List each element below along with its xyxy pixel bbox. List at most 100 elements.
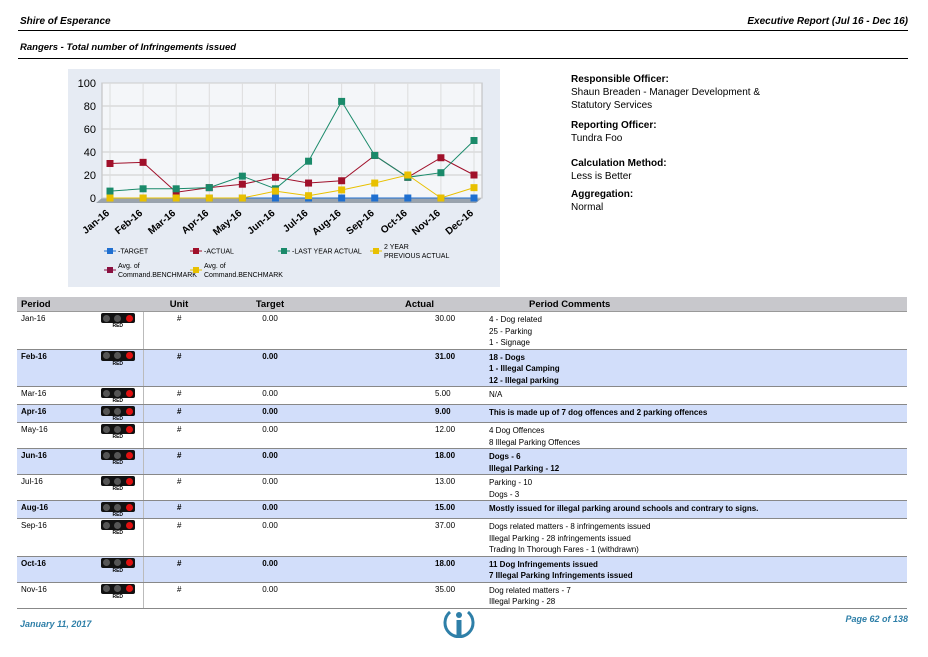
- status-text: RED: [112, 323, 124, 329]
- unit-cell: #: [143, 500, 215, 519]
- legend-label: PREVIOUS ACTUAL: [384, 253, 449, 260]
- comment-line: Illegal Parking - 12: [489, 463, 560, 473]
- target-cell: 0.00: [215, 556, 325, 583]
- data-point: [470, 194, 478, 202]
- data-point: [470, 171, 478, 179]
- y-tick-label: 100: [78, 78, 96, 90]
- table-row: Jun-16 RED #0.00 18.00 Dogs - 6 Illegal Parki…: [17, 448, 907, 475]
- traffic-light-icon: RED: [100, 406, 135, 422]
- unit-cell: #: [143, 518, 215, 557]
- data-point: [205, 194, 213, 202]
- traffic-light-icon: RED: [100, 313, 135, 329]
- data-point: [238, 180, 246, 188]
- legend-label: -LAST YEAR ACTUAL: [292, 249, 362, 256]
- legend-label: Command.BENCHMARK: [118, 272, 197, 279]
- comments-cell: Parking - 10 Dogs - 3: [485, 474, 907, 501]
- unit-cell: #: [143, 582, 215, 609]
- period-cell: Feb-16: [17, 349, 93, 387]
- unit-cell: #: [143, 349, 215, 387]
- reporting-officer-label: Reporting Officer:: [571, 120, 657, 131]
- table-body: Jan-16 RED #0.00 30.00 4 - Dog related 25 - P…: [17, 311, 907, 609]
- legend-label: Command.BENCHMARK: [204, 272, 283, 279]
- unit-cell: #: [143, 404, 215, 423]
- comment-line: Parking - 10: [489, 478, 533, 487]
- actual-cell: 9.00: [325, 404, 485, 423]
- legend-marker: [107, 248, 113, 254]
- comments-cell: Dogs related matters - 8 infringements i…: [485, 518, 907, 557]
- period-cell: Oct-16: [17, 556, 93, 583]
- status-text: RED: [112, 416, 124, 422]
- target-cell: 0.00: [215, 422, 325, 449]
- actual-cell: 5.00: [325, 386, 485, 405]
- traffic-light-icon: RED: [100, 557, 135, 574]
- plot-area: [101, 82, 483, 199]
- unit-cell: #: [143, 448, 215, 475]
- comment-line: Dogs - 6: [489, 452, 521, 461]
- actual-cell: 12.00: [325, 422, 485, 449]
- legend-marker: [193, 248, 199, 254]
- comments-cell: Dog related matters - 7 Illegal Parking -…: [485, 582, 907, 609]
- legend-label: -ACTUAL: [204, 249, 234, 256]
- comment-line: 1 - Illegal Camping: [489, 364, 560, 373]
- period-cell: Jan-16: [17, 311, 93, 350]
- y-tick-label: 80: [84, 101, 96, 113]
- traffic-light-icon: RED: [100, 520, 135, 536]
- data-point: [106, 194, 114, 202]
- data-point: [470, 137, 478, 144]
- table-header-row: Period Unit Target Actual Period Comment…: [17, 297, 907, 312]
- comments-cell: N/A: [485, 386, 907, 405]
- legend-label: Avg. of: [118, 263, 140, 270]
- data-point: [238, 172, 246, 180]
- comment-line: Dogs - 3: [489, 489, 520, 499]
- comment-line: 4 Dog Offences: [489, 426, 545, 435]
- status-cell: RED: [93, 311, 144, 350]
- data-point: [305, 192, 313, 200]
- status-text: RED: [112, 434, 124, 440]
- info-panel: Responsible Officer: Shaun Breaden - Man…: [571, 73, 871, 221]
- data-point: [338, 186, 346, 194]
- data-point: [172, 185, 180, 193]
- comments-cell: This is made up of 7 dog offences and 2 …: [485, 404, 907, 423]
- period-cell: Mar-16: [17, 386, 93, 405]
- data-point: [338, 194, 346, 202]
- comment-line: 8 Illegal Parking Offences: [489, 437, 581, 447]
- y-tick-label: 60: [84, 124, 96, 136]
- series-line: [109, 154, 475, 193]
- comments-cell: 4 Dog Offences 8 Illegal Parking Offences: [485, 422, 907, 449]
- status-cell: RED: [93, 518, 144, 557]
- data-point: [271, 187, 279, 195]
- data-point: [338, 177, 346, 185]
- data-point: [305, 157, 313, 165]
- traffic-light-icon: RED: [100, 583, 135, 600]
- comments-cell: Dogs - 6 Illegal Parking - 12: [485, 448, 907, 475]
- target-cell: 0.00: [215, 582, 325, 609]
- actual-cell: 13.00: [325, 474, 485, 501]
- traffic-light-icon: RED: [100, 424, 135, 440]
- table-row: Mar-16 RED #0.00 5.00 N/A: [17, 386, 907, 405]
- period-cell: May-16: [17, 422, 93, 449]
- data-point: [437, 194, 445, 202]
- traffic-light-icon: RED: [100, 502, 135, 518]
- table-row: Apr-16 RED #0.00 9.00 This is made up of 7 d…: [17, 404, 907, 423]
- data-point: [106, 160, 114, 167]
- target-cell: 0.00: [215, 500, 325, 519]
- x-tick-label: May-16: [211, 208, 244, 239]
- traffic-light-icon: RED: [100, 388, 135, 404]
- shire-logo-icon: [440, 608, 478, 643]
- status-cell: RED: [93, 448, 144, 475]
- status-text: RED: [112, 460, 124, 466]
- actual-cell: 15.00: [325, 500, 485, 519]
- plot-floor: [96, 198, 482, 203]
- comment-line: N/A: [489, 390, 503, 399]
- legend-marker: [281, 248, 287, 254]
- target-cell: 0.00: [215, 404, 325, 423]
- responsible-officer-value: Shaun Breaden - Manager Development & St…: [571, 87, 761, 111]
- data-point: [238, 194, 246, 202]
- status-cell: RED: [93, 404, 144, 423]
- period-cell: Nov-16: [17, 582, 93, 609]
- comment-line: 1 - Signage: [489, 338, 530, 347]
- y-tick-label: 0: [90, 193, 96, 205]
- data-point: [139, 194, 147, 202]
- period-cell: Aug-16: [17, 500, 93, 519]
- status-cell: RED: [93, 582, 144, 609]
